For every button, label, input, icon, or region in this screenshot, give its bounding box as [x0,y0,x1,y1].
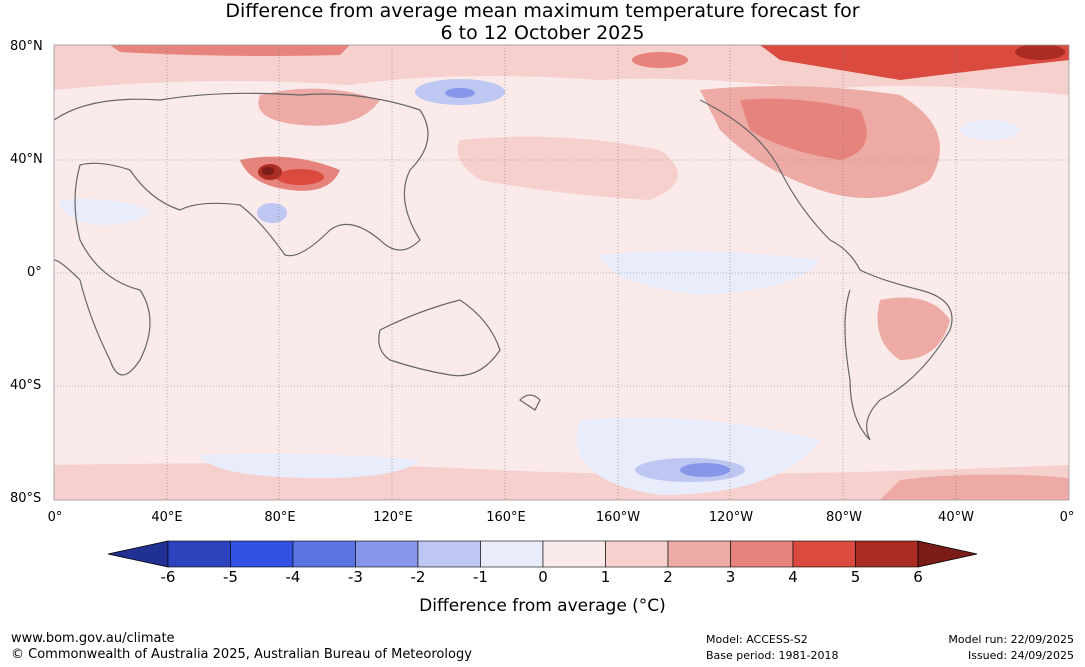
footer-website: www.bom.gov.au/climate [11,631,175,646]
lat-label-80n: 80°N [10,39,43,54]
lon-label-120w: 120°W [708,510,754,525]
colorbar-extend-low [107,540,169,568]
lon-label-80e: 80°E [264,510,296,525]
colorbar-tick-4: 4 [788,568,798,586]
lat-label-40n: 40°N [10,152,43,167]
colorbar-tick-3: 3 [725,568,736,586]
colorbar-bin-3-to-4 [730,540,794,568]
title-line-2: 6 to 12 October 2025 [440,22,645,44]
coastlines [54,92,953,441]
lon-label-40e: 40°E [151,510,183,525]
colorbar-tick--4: -4 [285,568,301,586]
footer-base-period: Base period: 1981-2018 [706,649,839,662]
footer-copyright: © Commonwealth of Australia 2025, Austra… [11,647,472,662]
colorbar-bin-1-to-2 [605,540,669,568]
colorbar-tick--1: -1 [473,568,488,586]
lon-label-120e: 120°E [373,510,413,525]
map-frame [53,44,1070,501]
footer-model: Model: ACCESS-S2 [706,633,808,646]
colorbar-label: Difference from average (°C) [419,596,666,616]
colorbar-bin-4-to-5 [792,540,856,568]
colorbar-tick-2: 2 [663,568,673,586]
graticule [54,45,1069,500]
lat-label-80s: 80°S [10,491,42,506]
lon-label-40w: 40°W [938,510,974,525]
colorbar-tick--3: -3 [348,568,363,586]
colorbar-bin--3-to--2 [355,540,419,568]
colorbar-bin--1-to-0 [480,540,544,568]
colorbar-tick--6: -6 [160,568,176,586]
colorbar-bin-5-to-6 [855,540,919,568]
lon-label-160w: 160°W [595,510,641,525]
colorbar-bin--4-to--3 [292,540,356,568]
colorbar-bin--5-to--4 [230,540,294,568]
lon-label-80w: 80°W [826,510,862,525]
title-line-1: Difference from average mean maximum tem… [225,0,860,22]
temperature-anomaly-map [53,44,1070,501]
colorbar-tick--5: -5 [223,568,238,586]
colorbar-bin-2-to-3 [667,540,731,568]
lon-label-0-right: 0° [1059,510,1075,525]
footer-model-run: Model run: 22/09/2025 [948,633,1074,646]
colorbar-bin--6-to--5 [167,540,231,568]
colorbar-tick-6: 6 [913,568,923,586]
lon-label-0-left: 0° [47,510,63,525]
colorbar-tick-5: 5 [850,568,861,586]
cool-anomaly-regions [60,79,1020,495]
colorbar-bin-0-to-1 [542,540,606,568]
colorbar [107,540,978,568]
footer-issued: Issued: 24/09/2025 [967,649,1074,662]
lat-label-40s: 40°S [10,378,42,393]
colorbar-extend-high [917,540,978,568]
colorbar-tick-0: 0 [538,568,548,586]
colorbar-tick-1: 1 [600,568,611,586]
colorbar-bin--2-to--1 [417,540,481,568]
lon-label-160e: 160°E [486,510,526,525]
lat-label-0: 0° [27,265,42,280]
colorbar-tick--2: -2 [410,568,426,586]
